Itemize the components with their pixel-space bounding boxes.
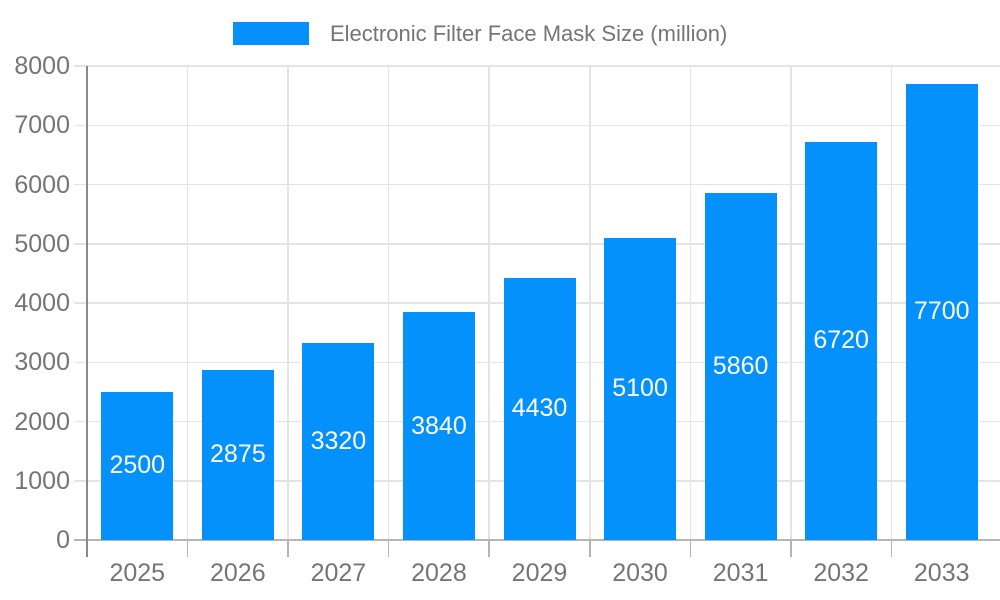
bar-value-label: 6720 <box>813 326 869 355</box>
gridline-vertical <box>387 66 390 540</box>
x-axis-tick <box>890 540 893 557</box>
legend-label: Electronic Filter Face Mask Size (millio… <box>330 20 728 46</box>
y-tick-label: 7000 <box>14 111 70 140</box>
gridline-vertical <box>890 66 893 540</box>
x-axis-baseline <box>74 539 1000 541</box>
bar-value-label: 5860 <box>712 351 769 380</box>
x-axis-tick <box>589 540 591 557</box>
bar[interactable]: 2500 <box>101 391 174 540</box>
gridline-vertical <box>186 66 189 540</box>
gridline-horizontal <box>74 183 1000 186</box>
y-axis-line <box>86 66 88 557</box>
y-tick-label: 2000 <box>14 407 70 436</box>
x-axis-tick <box>287 540 289 557</box>
legend-swatch-icon <box>233 22 309 45</box>
bar[interactable]: 4430 <box>503 277 576 540</box>
x-tick-label: 2026 <box>210 559 266 587</box>
x-tick-label: 2031 <box>712 559 769 587</box>
bar-value-label: 3320 <box>310 427 367 456</box>
bar[interactable]: 2875 <box>201 369 274 540</box>
y-tick-label: 3000 <box>14 348 70 377</box>
x-axis-tick <box>387 540 390 557</box>
x-axis-tick <box>488 540 490 557</box>
gridline-horizontal <box>74 124 1000 126</box>
x-tick-label: 2030 <box>612 559 668 587</box>
bar[interactable]: 3840 <box>402 312 475 540</box>
x-tick-label: 2027 <box>310 559 367 587</box>
x-axis-tick <box>790 540 792 557</box>
bar-value-label: 4430 <box>511 394 568 423</box>
x-tick-label: 2028 <box>411 559 467 587</box>
x-axis-tick <box>689 540 692 557</box>
gridline-vertical <box>589 66 591 540</box>
gridline-vertical <box>287 66 289 540</box>
bar[interactable]: 7700 <box>905 83 978 540</box>
gridline-vertical <box>488 66 490 540</box>
gridline-horizontal <box>74 65 1000 67</box>
x-axis-tick <box>186 540 189 557</box>
bar-value-label: 2500 <box>109 451 166 480</box>
y-tick-label: 8000 <box>14 52 70 80</box>
y-tick-label: 6000 <box>14 170 70 199</box>
bar[interactable]: 5100 <box>604 237 677 540</box>
bar-value-label: 7700 <box>913 297 970 326</box>
y-tick-label: 5000 <box>14 229 70 258</box>
gridline-vertical <box>689 66 692 540</box>
x-tick-label: 2033 <box>913 559 970 587</box>
y-tick-label: 4000 <box>14 289 70 317</box>
bar[interactable]: 6720 <box>805 141 878 540</box>
bar-value-label: 5100 <box>612 374 668 403</box>
gridline-vertical <box>790 66 792 540</box>
bar[interactable]: 5860 <box>704 192 777 540</box>
bar[interactable]: 3320 <box>302 343 375 540</box>
gridline-horizontal <box>74 243 1000 245</box>
x-tick-label: 2025 <box>109 559 166 587</box>
bar-value-label: 3840 <box>411 411 467 440</box>
x-tick-label: 2032 <box>813 559 869 587</box>
x-tick-label: 2029 <box>511 559 568 587</box>
y-tick-label: 0 <box>56 526 70 554</box>
bar-value-label: 2875 <box>210 440 266 469</box>
y-tick-label: 1000 <box>14 466 70 495</box>
